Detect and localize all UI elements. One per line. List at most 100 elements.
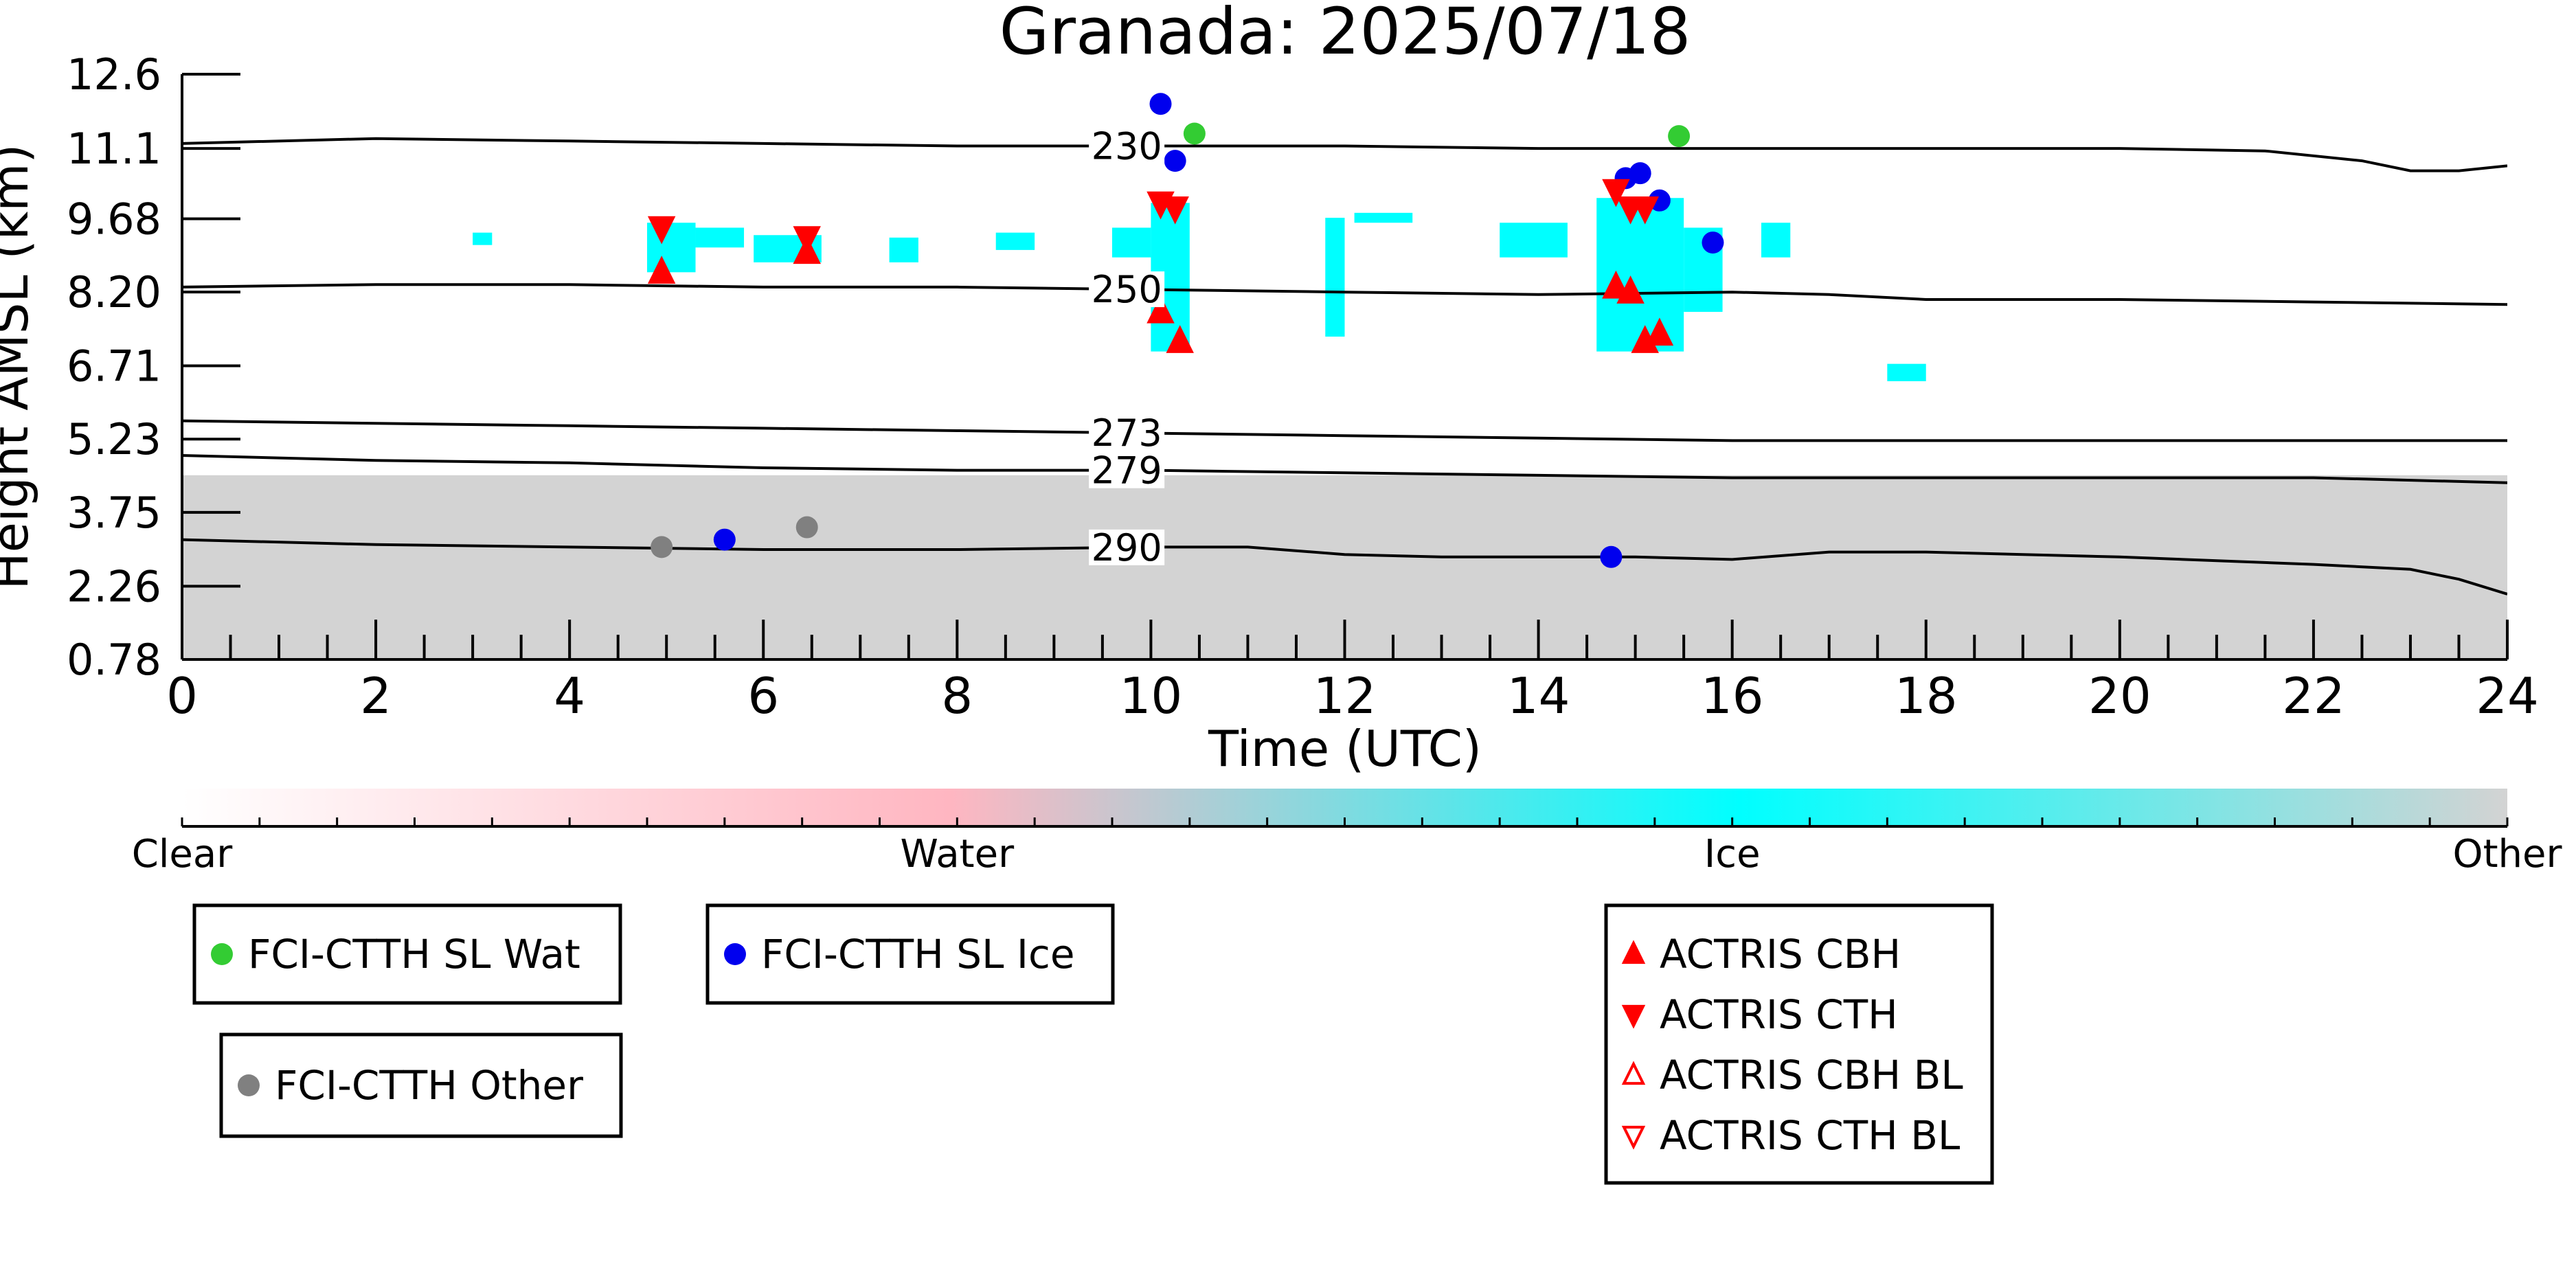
y-tick-label-0: 0.78: [67, 635, 161, 685]
legend-marker-fci-ctth-other: [238, 1074, 260, 1096]
contour-label-bg-273: [1089, 415, 1165, 451]
y-tick-label-6: 9.68: [67, 194, 161, 244]
point-actris-cbh-5: [1616, 275, 1645, 304]
legend-frame-2: [219, 1032, 623, 1138]
colorbar-label-clear: Clear: [132, 832, 233, 877]
x-tick-label-6: 12: [1313, 667, 1377, 725]
legend-label-actris-cth: ACTRIS CTH: [1660, 991, 1898, 1038]
contour-label-290: 290: [1092, 526, 1162, 569]
point-fci-ctth-sl-ice-0: [1149, 93, 1172, 115]
contour-279: [182, 454, 2507, 484]
patch-ice-9: [1354, 212, 1413, 223]
x-tick-label-10: 20: [2088, 667, 2151, 725]
point-actris-cbh-2: [1146, 295, 1175, 324]
point-actris-cbh-4: [1602, 270, 1630, 299]
y-tick-label-1: 2.26: [67, 561, 161, 611]
y-tick-label-4: 6.71: [67, 341, 161, 392]
point-fci-ctth-sl-ice-1: [1164, 150, 1186, 172]
patch-ice-1: [647, 223, 696, 273]
contour-label-230: 230: [1092, 125, 1162, 168]
point-actris-cbh-7: [1645, 317, 1674, 346]
x-tick-label-12: 24: [2476, 667, 2539, 725]
legend-box-3: ACTRIS CBH ACTRIS CTH ACTRIS CBH BL ACTRIS …: [1604, 903, 1994, 1185]
legend-label-actris-cbh-bl: ACTRIS CBH BL: [1660, 1052, 1963, 1098]
contour-label-250: 250: [1092, 268, 1162, 311]
contour-label-279: 279: [1092, 449, 1162, 493]
legend-marker-actris-cbh: [1621, 940, 1646, 964]
point-fci-ctth-sl-ice-2: [713, 528, 736, 551]
patch-ice-13: [1761, 223, 1791, 258]
point-actris-cth-3: [1161, 196, 1189, 225]
contour-250: [182, 283, 2507, 306]
contour-label-bg-279: [1089, 452, 1165, 488]
patch-ice-0: [473, 232, 493, 245]
plot-area: [182, 93, 2507, 659]
point-fci-ctth-sl-ice-3: [1600, 545, 1623, 568]
x-tick-label-1: 2: [360, 667, 392, 725]
contour-label-bg-250: [1089, 271, 1165, 308]
x-tick-label-0: 0: [166, 667, 198, 725]
contour-label-273: 273: [1092, 411, 1162, 455]
legend-box-1: FCI-CTTH SL Ice: [705, 903, 1115, 1005]
legends: FCI-CTTH SL Wat FCI-CTTH SL Ice FCI-CTTH O…: [192, 903, 1994, 1185]
x-tick-label-3: 6: [747, 667, 779, 725]
point-fci-ctth-other-0: [651, 536, 673, 558]
legend-label-actris-cbh: ACTRIS CBH: [1660, 931, 1901, 978]
x-tick-label-11: 22: [2282, 667, 2345, 725]
point-actris-cbh-0: [647, 256, 676, 284]
data-markers: [647, 93, 1724, 568]
point-actris-cth-4: [1602, 179, 1630, 207]
colorbar-label-water: Water: [901, 832, 1015, 877]
x-axis-label: Time (UTC): [1208, 720, 1482, 778]
legend-marker-actris-cth: [1621, 1004, 1646, 1029]
legend-label-fci-ctth-sl-wat: FCI-CTTH SL Wat: [248, 931, 580, 978]
contour-label-bg-290: [1089, 529, 1165, 565]
classification-colorbar: Clear Water Ice Other: [132, 789, 2563, 877]
point-fci-ctth-sl-ice-7: [1702, 231, 1724, 254]
legend-box-0: FCI-CTTH SL Wat: [192, 903, 622, 1005]
point-fci-ctth-sl-wat-1: [1668, 125, 1691, 148]
contour-label-bg-230: [1089, 128, 1165, 164]
colorbar-ticks: [181, 817, 2509, 826]
y-axis-label: Height AMSL (km): [0, 144, 39, 590]
x-tick-label-7: 14: [1507, 667, 1570, 725]
point-actris-cth-1: [793, 226, 821, 254]
contour-290: [182, 538, 2507, 596]
legend-marker-fci-ctth-sl-ice: [724, 943, 746, 965]
colorbar-label-ice: Ice: [1704, 832, 1761, 877]
patch-ice-5: [995, 232, 1035, 250]
patch-ice-8: [1325, 218, 1345, 337]
legend-marker-actris-cth-bl: [1621, 1125, 1646, 1150]
legend-frame-1: [705, 903, 1115, 1005]
colorbar-labels: Clear Water Ice Other: [132, 832, 2563, 877]
legend-label-fci-ctth-other: FCI-CTTH Other: [275, 1062, 583, 1109]
point-fci-ctth-sl-wat-0: [1183, 122, 1206, 145]
legend-label-actris-cth-bl: ACTRIS CTH BL: [1660, 1112, 1960, 1159]
x-tick-label-8: 16: [1701, 667, 1764, 725]
patch-ice-4: [889, 237, 918, 262]
chart-title: Granada: 2025/07/18: [999, 0, 1691, 69]
point-fci-ctth-sl-ice-5: [1629, 162, 1651, 185]
patch-ice-6: [1112, 227, 1151, 258]
y-tick-label-5: 8.20: [67, 267, 161, 317]
patch-ice-10: [1500, 223, 1568, 258]
patch-ice-11: [1596, 198, 1684, 352]
point-actris-cth-0: [647, 216, 676, 245]
legend-marker-actris-cbh-bl: [1621, 1061, 1646, 1085]
point-actris-cbh-3: [1166, 325, 1194, 353]
x-tick-label-9: 18: [1895, 667, 1958, 725]
legend-marker-fci-ctth-sl-wat: [211, 943, 233, 965]
classification-patches: [182, 198, 2507, 659]
y-tick-label-2: 3.75: [67, 488, 161, 538]
y-tick-label-8: 12.6: [67, 49, 161, 100]
legend-frame-3: [1604, 903, 1994, 1185]
y-tick-label-3: 5.23: [67, 414, 161, 464]
colorbar-label-other: Other: [2452, 832, 2562, 877]
x-tick-label-2: 4: [554, 667, 585, 725]
legend-frame-0: [192, 903, 622, 1005]
point-actris-cth-6: [1631, 196, 1659, 225]
contour-230: [182, 137, 2507, 172]
